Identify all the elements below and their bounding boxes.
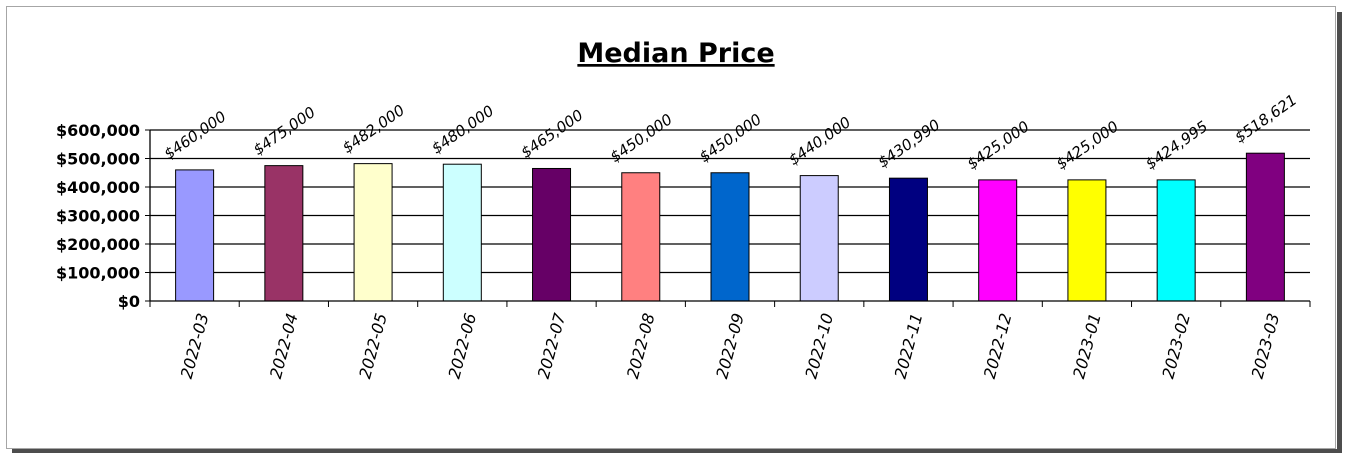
y-tick-label: $400,000 [56, 178, 140, 197]
bar [1156, 179, 1196, 302]
bars [175, 152, 1285, 302]
data-label: $425,000 [964, 117, 1033, 173]
x-tick-label: 2022-03 [177, 311, 213, 380]
bar [1067, 179, 1107, 302]
bar [264, 165, 304, 302]
data-label: $460,000 [161, 107, 230, 163]
bar [888, 177, 928, 302]
y-tick-label: $0 [118, 292, 140, 311]
y-tick-label: $200,000 [56, 235, 140, 254]
bar [353, 163, 393, 302]
data-label: $440,000 [785, 113, 854, 169]
x-tick-label: 2022-12 [980, 311, 1016, 380]
y-tick-labels: $0 $100,000 $200,000 $300,000 $400,000 $500,0… [56, 121, 140, 311]
frame-shadow-bottom [12, 449, 1342, 453]
bar [621, 172, 661, 302]
y-tick-label: $300,000 [56, 207, 140, 226]
data-label: $424,995 [1142, 117, 1211, 173]
x-tick-labels: 2022-03 2022-04 2022-05 2022-06 2022-07 2022-… [177, 310, 1283, 380]
data-label: $475,000 [250, 103, 319, 159]
x-tick-label: 2022-06 [445, 311, 481, 380]
chart-title: Median Price [577, 38, 774, 69]
y-tick-label: $100,000 [56, 264, 140, 283]
bar [978, 179, 1018, 302]
frame-shadow-right [1337, 12, 1342, 452]
x-tick-label: 2022-08 [623, 311, 659, 380]
data-label: $450,000 [696, 110, 765, 166]
data-label: $430,990 [874, 116, 943, 172]
x-tick-label: 2023-02 [1158, 311, 1194, 380]
x-tick-label: 2023-03 [1248, 311, 1284, 380]
x-tick-label: 2022-09 [712, 311, 748, 380]
x-tick-label: 2022-07 [534, 310, 570, 380]
bar [532, 167, 572, 302]
data-label: $465,000 [518, 106, 587, 162]
bar [799, 175, 839, 302]
data-label: $425,000 [1053, 117, 1122, 173]
axes [145, 129, 1311, 307]
data-label: $450,000 [607, 110, 676, 166]
x-tick-label: 2022-10 [801, 311, 837, 380]
bar [442, 163, 482, 302]
data-label: $518,621 [1231, 91, 1300, 147]
x-tick-label: 2022-04 [266, 311, 302, 380]
x-tick-label: 2023-01 [1069, 311, 1105, 380]
data-labels: $460,000 $475,000 $482,000 $480,000 $465,000… [161, 91, 1301, 173]
bar [175, 169, 215, 302]
y-tick-label: $500,000 [56, 150, 140, 169]
bar [1245, 152, 1285, 302]
x-tick-label: 2022-11 [891, 311, 927, 380]
y-tick-label: $600,000 [56, 121, 140, 140]
x-tick-label: 2022-05 [355, 311, 391, 380]
bar [710, 172, 750, 302]
data-label: $482,000 [339, 101, 408, 157]
chart-frame [6, 6, 1336, 449]
